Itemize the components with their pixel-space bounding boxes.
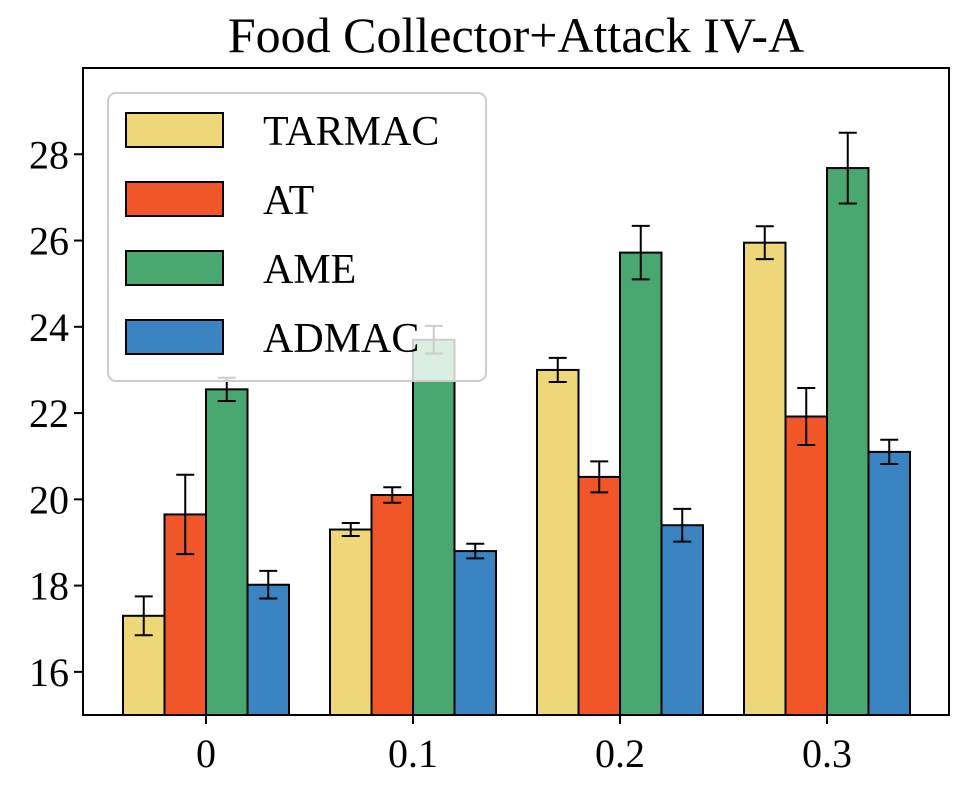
y-tick-label: 24 (29, 305, 69, 350)
bar-at (370, 494, 414, 716)
legend-swatch-ame (125, 250, 224, 286)
y-tick-label: 16 (29, 650, 69, 695)
legend-label-ame: AME (263, 247, 356, 293)
x-tick-label: 0 (196, 731, 216, 776)
chart-title: Food Collector+Attack IV-A (228, 7, 804, 63)
axis-ticks: 16 18 20 22 24 26 28 0 0.1 0.2 0.3 (29, 132, 852, 776)
x-tick-label: 0.2 (595, 731, 645, 776)
y-tick-label: 22 (29, 391, 69, 436)
legend: TARMAC AT AME ADMAC (107, 92, 487, 382)
y-tick-label: 20 (29, 477, 69, 522)
legend-swatch-tarmac (125, 112, 224, 148)
legend-label-admac: ADMAC (263, 316, 419, 362)
bar-group (122, 167, 911, 717)
bar-ame (205, 388, 249, 716)
x-tick-label: 0.1 (388, 731, 438, 776)
bar-admac (246, 583, 290, 716)
x-tick-label: 0.3 (802, 731, 852, 776)
bar-tarmac (743, 241, 787, 716)
bar-admac (453, 550, 497, 716)
y-tick-label: 28 (29, 132, 69, 177)
bar-ame (619, 251, 663, 717)
bar-ame (412, 338, 456, 716)
bar-admac (867, 450, 911, 716)
bar-tarmac (536, 368, 580, 716)
bar-admac (660, 524, 704, 716)
legend-label-tarmac: TARMAC (263, 109, 439, 155)
y-tick-label: 26 (29, 219, 69, 264)
bar-at (784, 415, 828, 716)
bar-ame (826, 167, 870, 716)
bar-at (577, 475, 621, 716)
bar-tarmac (329, 528, 373, 716)
plot-frame (82, 67, 950, 716)
legend-label-at: AT (263, 178, 314, 224)
legend-box (107, 92, 487, 382)
legend-swatch-admac (125, 319, 224, 355)
legend-swatch-at (125, 181, 224, 217)
y-tick-label: 18 (29, 564, 69, 609)
